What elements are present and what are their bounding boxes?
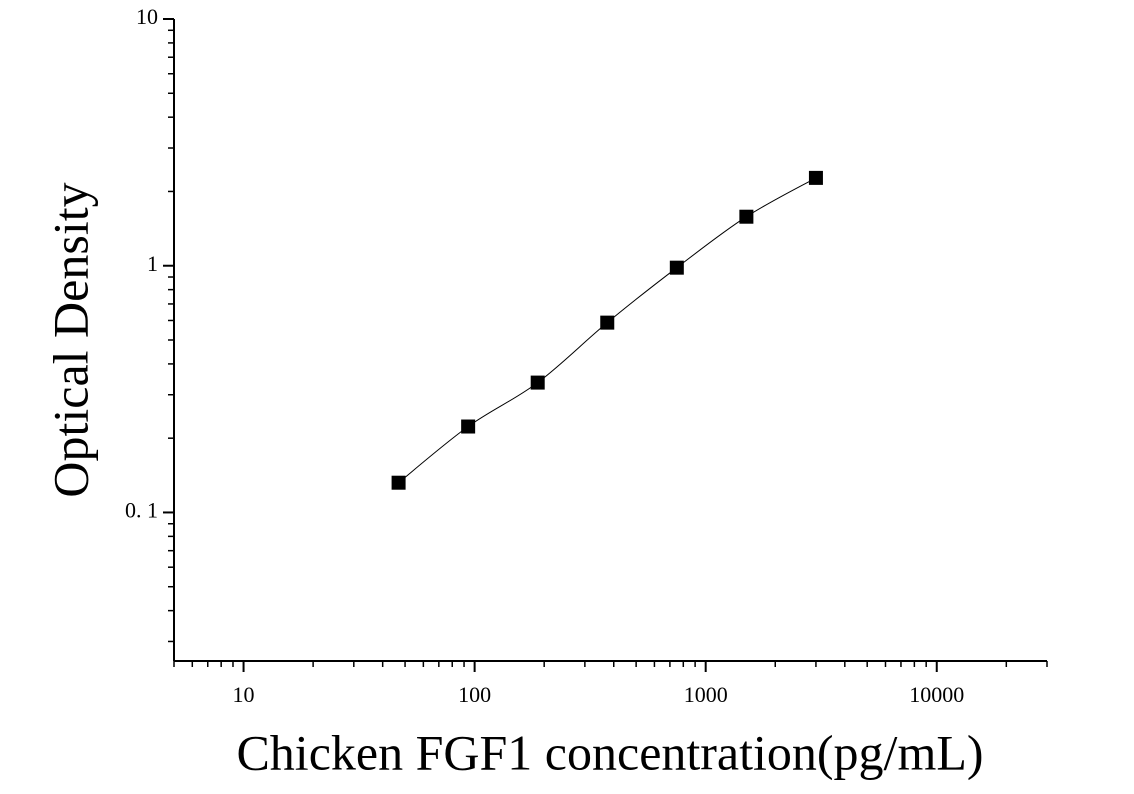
- data-point: [739, 209, 754, 224]
- x-tick-label: 10: [233, 682, 255, 707]
- x-axis-title: Chicken FGF1 concentration(pg/mL): [236, 724, 983, 780]
- x-tick-label: 100: [458, 682, 491, 707]
- data-point: [600, 315, 615, 330]
- x-tick-label: 10000: [909, 682, 964, 707]
- data-point: [530, 375, 545, 390]
- y-tick-label: 10: [136, 4, 158, 29]
- x-tick-label: 1000: [684, 682, 728, 707]
- data-point: [461, 419, 476, 434]
- data-point: [808, 170, 823, 185]
- data-point: [669, 260, 684, 275]
- y-tick-label: 1: [147, 251, 158, 276]
- y-tick-label: 0. 1: [125, 498, 158, 523]
- data-point: [391, 475, 406, 490]
- y-axis-title: Optical Density: [42, 182, 98, 497]
